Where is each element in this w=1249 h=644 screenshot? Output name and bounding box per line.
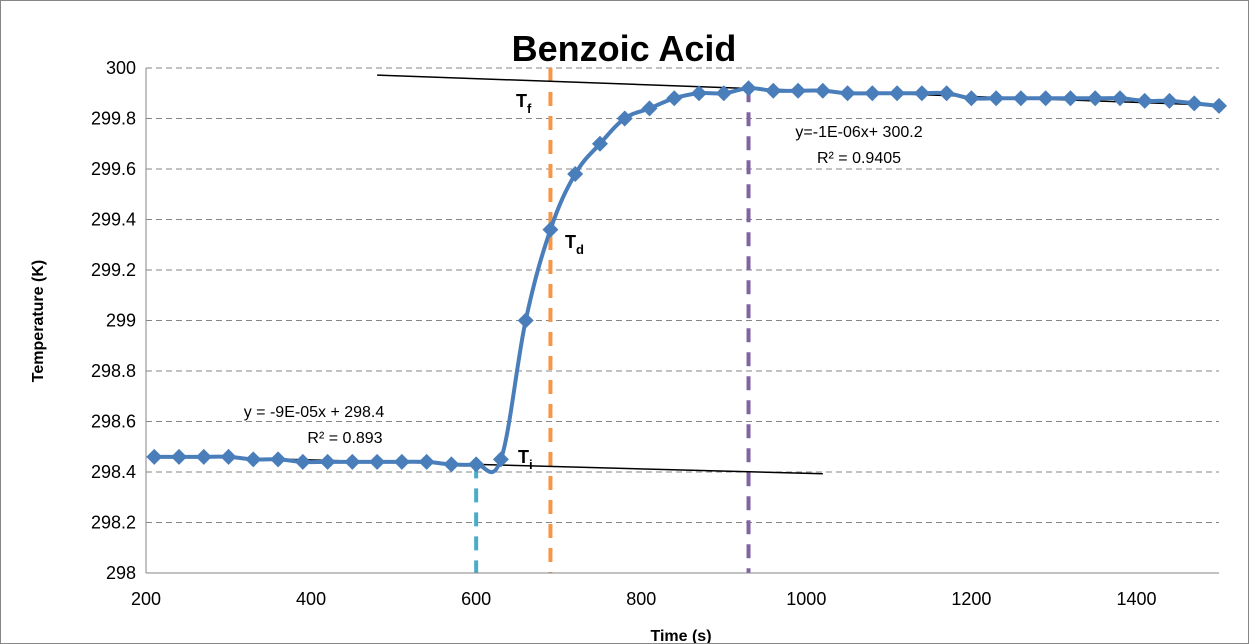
data-point [790,82,807,99]
data-point [270,451,287,468]
marker-label-subscript: d [576,242,584,257]
data-point [1161,92,1178,109]
data-point [740,80,757,97]
trendline-r-squared: R² = 0.9405 [817,150,901,167]
marker-label-letter: T [516,91,527,111]
data-point [963,90,980,107]
marker-label-ti: Ti [518,447,533,472]
data-series [146,80,1227,475]
y-tick-label: 299.4 [91,210,136,230]
data-point [1111,90,1128,107]
data-point [344,453,361,470]
data-point [666,90,683,107]
data-point [146,448,163,465]
data-point [393,453,410,470]
y-tick-label: 298.4 [91,462,136,482]
data-point [715,85,732,102]
data-point [492,451,509,468]
y-tick-label: 299.2 [91,260,136,280]
data-point [220,448,237,465]
data-point [1186,95,1203,112]
data-point [369,453,386,470]
data-point [889,85,906,102]
y-tick-label: 299 [106,311,136,331]
y-tick-label: 300 [106,58,136,78]
gridlines [146,67,1219,523]
data-point [1012,90,1029,107]
annotations: y = -9E-05x + 298.4 R² = 0.893 y=-1E-06x+ … [244,91,923,472]
x-tick-label: 600 [461,589,491,609]
data-point [567,166,584,183]
event-markers [474,68,751,573]
data-point [319,453,336,470]
chart-title: Benzoic Acid [512,28,737,69]
data-point [1211,97,1227,114]
axes: 298 298.2 298.4 298.6 298.8 299 299.2 299.4 299.… [91,58,1219,609]
y-tick-label: 298 [106,563,136,583]
data-point [1062,90,1079,107]
data-point [765,82,782,99]
data-point [691,85,708,102]
data-point [913,85,930,102]
data-point [517,312,534,329]
x-tick-label: 1000 [786,589,826,609]
y-tick-label: 298.2 [91,513,136,533]
marker-label-letter: T [518,447,529,467]
data-point [1037,90,1054,107]
data-point [195,448,212,465]
y-tick-label: 299.6 [91,159,136,179]
data-point [443,456,460,473]
marker-label-letter: T [565,232,576,252]
x-axis-title: Time (s) [650,628,711,643]
data-point [641,100,658,117]
marker-label-subscript: i [529,457,533,472]
data-point [468,456,485,473]
y-axis-title: Temperature (K) [30,260,47,382]
data-point [839,85,856,102]
data-point [938,85,955,102]
data-point [418,453,435,470]
marker-label-td: Td [565,232,584,257]
data-point [1087,90,1104,107]
trendline-equation: y=-1E-06x+ 300.2 [795,124,922,141]
data-point [245,451,262,468]
marker-label-tf: Tf [516,91,532,116]
y-tick-label: 299.8 [91,109,136,129]
data-point [988,90,1005,107]
y-tick-label: 298.6 [91,412,136,432]
trendline-equation: y = -9E-05x + 298.4 [244,404,385,421]
data-point [616,110,633,127]
data-point [864,85,881,102]
data-point [294,453,311,470]
x-tick-label: 400 [296,589,326,609]
trendline-r-squared: R² = 0.893 [307,430,382,447]
marker-label-subscript: f [527,101,532,116]
data-point [1136,92,1153,109]
data-point [591,135,608,152]
data-point [171,448,188,465]
x-tick-label: 800 [626,589,656,609]
x-tick-label: 200 [131,589,161,609]
y-tick-label: 298.8 [91,361,136,381]
data-point [814,82,831,99]
data-point [542,221,559,238]
x-tick-label: 1200 [951,589,991,609]
x-tick-label: 1400 [1116,589,1156,609]
